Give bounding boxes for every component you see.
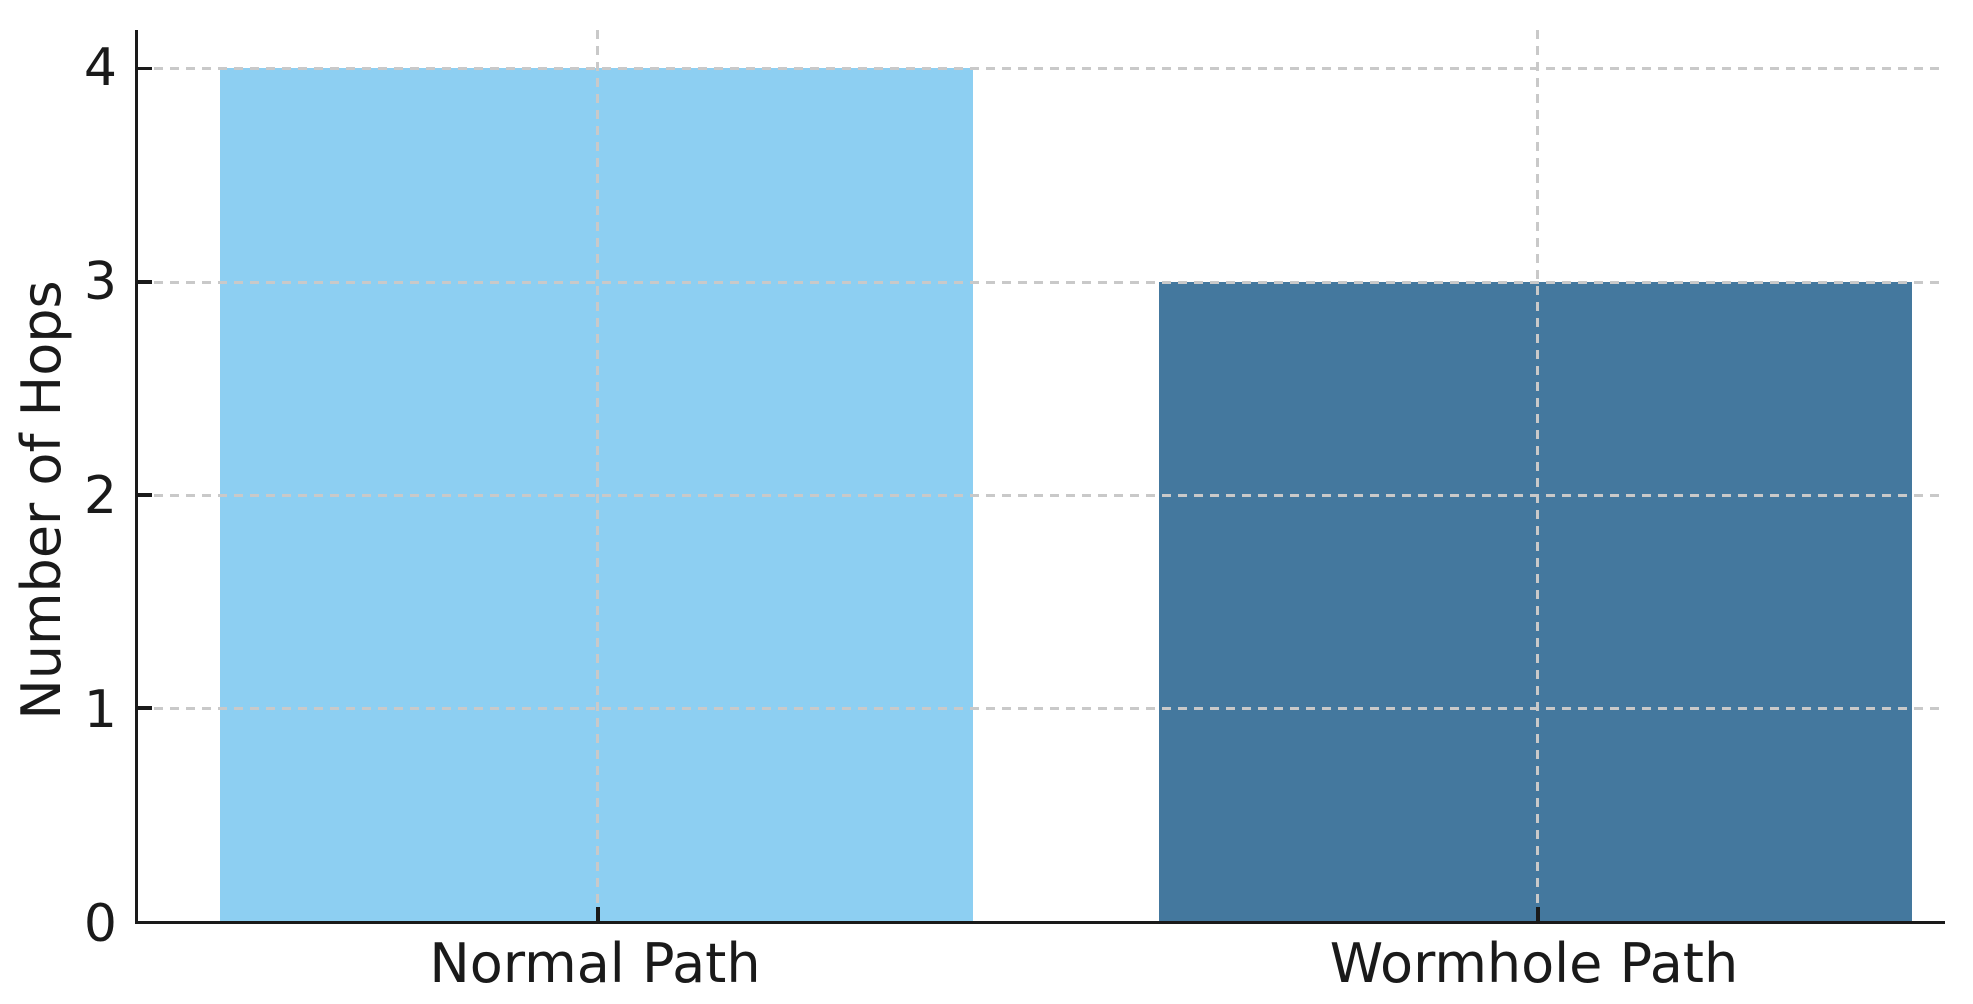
y-tick-mark-1: [138, 706, 152, 710]
x-tick-mark-wormhole-path: [1536, 907, 1540, 921]
y-tick-mark-2: [138, 493, 152, 497]
x-tick-mark-normal-path: [596, 907, 600, 921]
y-tick-label-0: 0: [83, 894, 117, 954]
x-tick-label-wormhole-path: Wormhole Path: [1329, 932, 1739, 995]
y-tick-mark-4: [138, 66, 152, 71]
y-tick-label-2: 2: [83, 466, 117, 526]
bar-wormhole-path: [1159, 281, 1912, 921]
plot-area: [135, 30, 1945, 924]
y-tick-mark-3: [138, 280, 152, 284]
x-tick-label-normal-path: Normal Path: [429, 932, 761, 995]
y-tick-label-3: 3: [83, 252, 117, 312]
y-tick-label-4: 4: [83, 38, 117, 98]
bar-normal-path: [220, 68, 973, 921]
y-tick-label-1: 1: [83, 680, 117, 740]
